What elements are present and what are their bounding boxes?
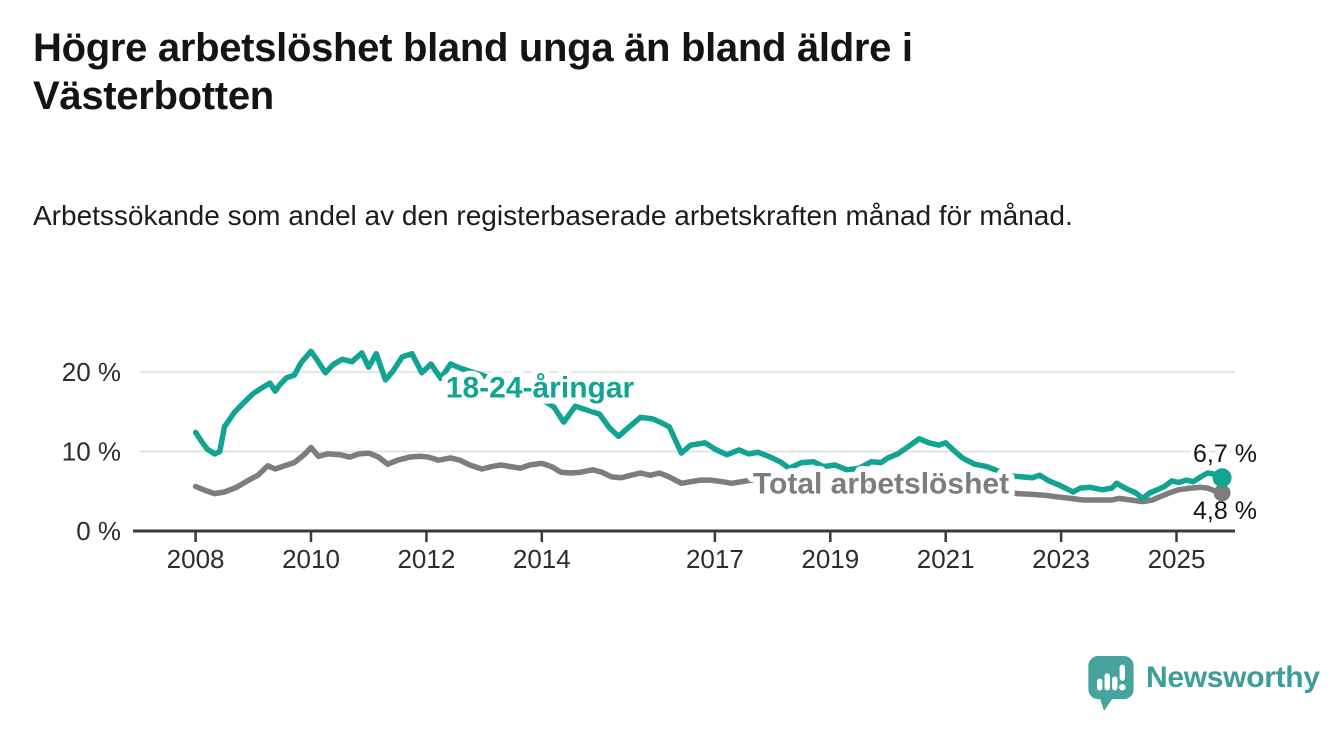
bar-1 [1097,678,1103,691]
x-tick-label: 2008 [167,544,225,574]
y-tick-label: 0 % [76,516,121,546]
newsworthy-logo-icon [1088,656,1134,711]
x-tick-label: 2012 [397,544,455,574]
total-series-line [192,444,1225,505]
x-tick-label: 2025 [1148,544,1206,574]
x-tick-label: 2021 [917,544,975,574]
y-tick-label: 20 % [62,357,121,387]
total-end-dot [1213,484,1231,502]
x-tick-label: 2019 [801,544,859,574]
bar-2 [1104,673,1110,691]
chart-title: Högre arbetslöshet bland unga än bland ä… [33,26,913,118]
newsworthy-logo: Newsworthy [1088,656,1320,712]
x-tick-label: 2010 [282,544,340,574]
youth-end-dot [1212,468,1232,488]
exclamation-stem [1119,664,1125,681]
youth-series-label: 18-24-åringar [446,372,635,405]
x-tick-label: 2014 [513,544,571,574]
total-end-value-label: 4,8 % [1193,497,1257,525]
line-chart: 2008 2010 2012 2014 2017 2019 2021 2023 2025 0 % 1… [62,348,1261,574]
bar-3 [1112,676,1118,691]
x-tick-label: 2023 [1032,544,1090,574]
y-tick-label: 10 % [62,437,121,467]
speech-bubble-shape [1088,656,1134,711]
youth-series-line [192,348,1225,502]
youth-end-value-label: 6,7 % [1193,440,1257,468]
total-series-label: Total arbetslöshet [753,468,1009,501]
chart-subtitle: Arbetssökande som andel av den registerb… [33,200,1073,231]
x-tick-label: 2017 [686,544,744,574]
exclamation-dot [1119,684,1126,691]
newsworthy-logo-text: Newsworthy [1146,661,1320,694]
